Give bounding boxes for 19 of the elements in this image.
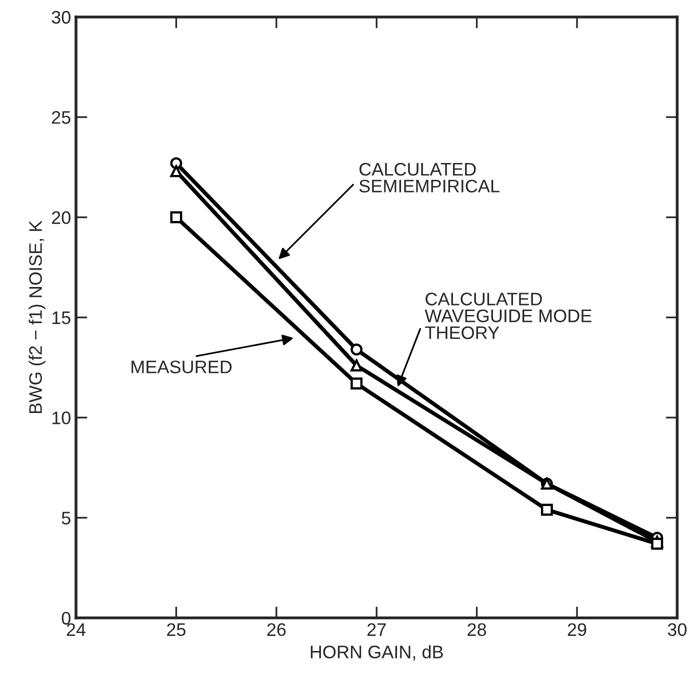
x-tick-label: 24: [66, 623, 86, 636]
y-tick-label: 25: [52, 111, 70, 124]
annotation: CALCULATED WAVEGUIDE MODE THEORY: [424, 292, 592, 340]
x-tick-label: 25: [167, 623, 186, 636]
annotation: MEASURED: [132, 360, 232, 374]
x-tick-label: 29: [568, 623, 586, 636]
y-tick-label: 0: [62, 612, 70, 625]
x-tick-label: 26: [267, 623, 286, 636]
y-tick-label: 20: [52, 211, 70, 224]
y-tick-label: 30: [52, 10, 70, 24]
annotation: CALCULATED SEMIEMPIRICAL: [359, 162, 500, 192]
x-axis-title: HORN GAIN, dB: [310, 645, 443, 661]
x-tick-label: 28: [468, 623, 486, 636]
y-axis-title: BWG (f2 − f1) NOISE, K: [28, 220, 46, 414]
x-tick-label: 30: [668, 623, 687, 636]
y-tick-label: 15: [52, 312, 70, 324]
x-tick-label: 27: [367, 623, 386, 636]
y-tick-label: 10: [52, 412, 70, 424]
y-tick-label: 5: [62, 512, 70, 524]
